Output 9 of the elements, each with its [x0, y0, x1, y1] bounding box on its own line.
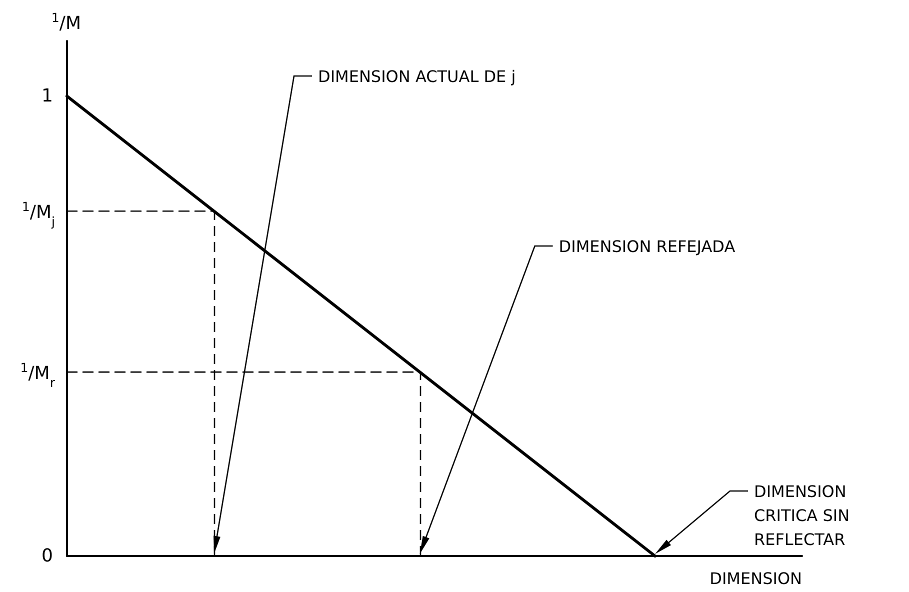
x-axis-title: DIMENSION [710, 569, 802, 588]
annotation: DIMENSION ACTUAL DE j [318, 67, 516, 86]
y-axis-title: $^{1}$/M [51, 10, 81, 34]
text: $^{1}$/M$_{r}$ [20, 360, 56, 390]
y-tick-label: 0 [42, 546, 53, 566]
y-tick-label: 1 [42, 86, 53, 107]
annotation: DIMENSION CRITICA SIN REFLECTAR [754, 482, 850, 549]
annotation: DIMENSION REFEJADA [558, 237, 736, 256]
text: $^{1}$/M$_{j}$ [22, 198, 55, 229]
